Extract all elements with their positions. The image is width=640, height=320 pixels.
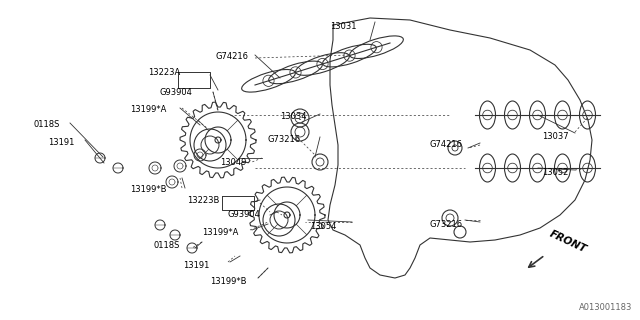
Text: 13034: 13034 bbox=[280, 112, 307, 121]
Text: 13223A: 13223A bbox=[148, 68, 180, 77]
Text: A013001183: A013001183 bbox=[579, 303, 632, 312]
Text: 13199*A: 13199*A bbox=[202, 228, 238, 237]
Text: 13054: 13054 bbox=[310, 222, 337, 231]
Text: 13191: 13191 bbox=[48, 138, 74, 147]
Text: 0118S: 0118S bbox=[34, 120, 60, 129]
Text: 13191: 13191 bbox=[183, 261, 209, 270]
Text: 13199*B: 13199*B bbox=[210, 277, 246, 286]
Text: 13049: 13049 bbox=[220, 158, 246, 167]
Text: 13052: 13052 bbox=[542, 168, 568, 177]
Text: 13037: 13037 bbox=[542, 132, 568, 141]
Text: G93904: G93904 bbox=[228, 210, 261, 219]
Text: 13199*B: 13199*B bbox=[130, 185, 166, 194]
Text: 0118S: 0118S bbox=[153, 241, 179, 250]
Text: G74216: G74216 bbox=[430, 140, 463, 149]
Text: 13223B: 13223B bbox=[187, 196, 220, 205]
Text: G93904: G93904 bbox=[160, 88, 193, 97]
Text: G73216: G73216 bbox=[430, 220, 463, 229]
Text: 13199*A: 13199*A bbox=[130, 105, 166, 114]
Text: G73216: G73216 bbox=[268, 135, 301, 144]
Text: 13031: 13031 bbox=[330, 22, 356, 31]
Text: G74216: G74216 bbox=[215, 52, 248, 61]
Text: FRONT: FRONT bbox=[548, 229, 588, 255]
